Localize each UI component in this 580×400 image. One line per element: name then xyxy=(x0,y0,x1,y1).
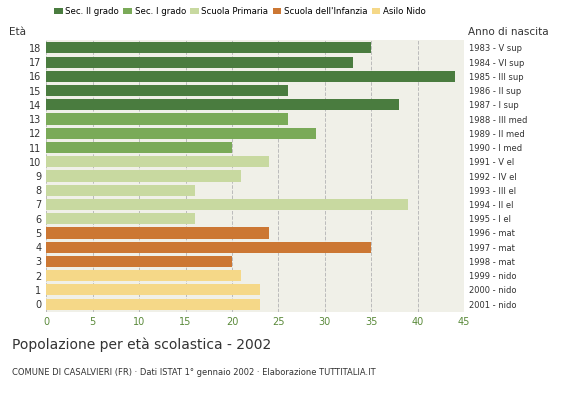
Bar xyxy=(46,270,241,281)
Bar xyxy=(46,114,288,124)
Text: COMUNE DI CASALVIERI (FR) · Dati ISTAT 1° gennaio 2002 · Elaborazione TUTTITALIA: COMUNE DI CASALVIERI (FR) · Dati ISTAT 1… xyxy=(12,368,375,377)
Bar xyxy=(46,142,232,153)
Bar xyxy=(46,199,408,210)
Bar xyxy=(46,242,371,253)
Bar xyxy=(46,284,260,296)
Bar xyxy=(46,213,195,224)
Bar xyxy=(46,128,316,139)
Bar xyxy=(46,56,353,68)
Text: Anno di nascita: Anno di nascita xyxy=(468,27,549,37)
Bar xyxy=(46,42,371,53)
Text: Popolazione per età scolastica - 2002: Popolazione per età scolastica - 2002 xyxy=(12,338,271,352)
Bar xyxy=(46,299,260,310)
Bar xyxy=(46,156,269,167)
Bar xyxy=(46,228,269,238)
Bar xyxy=(46,99,399,110)
Bar xyxy=(46,256,232,267)
Bar xyxy=(46,85,288,96)
Legend: Sec. II grado, Sec. I grado, Scuola Primaria, Scuola dell'Infanzia, Asilo Nido: Sec. II grado, Sec. I grado, Scuola Prim… xyxy=(50,4,429,19)
Bar xyxy=(46,170,241,182)
Text: Età: Età xyxy=(9,27,26,37)
Bar xyxy=(46,71,455,82)
Bar xyxy=(46,185,195,196)
